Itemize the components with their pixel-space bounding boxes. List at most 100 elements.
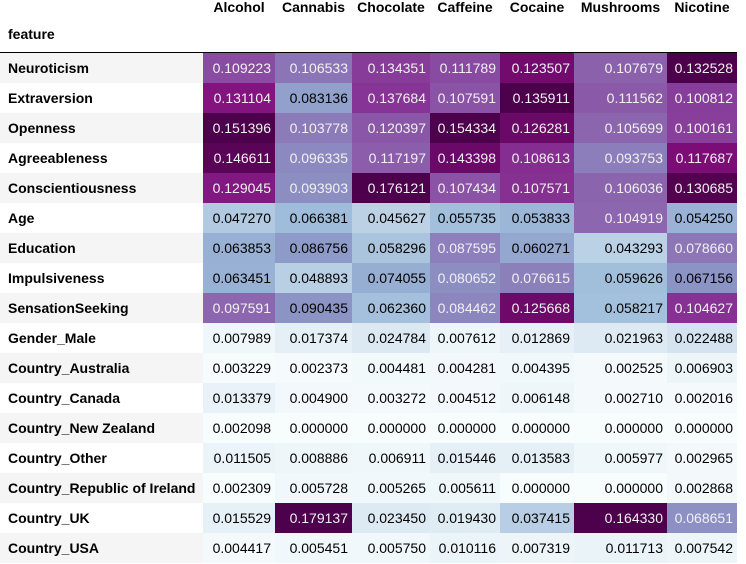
heatmap-cell: 0.111562 <box>574 83 667 113</box>
heatmap-cell: 0.013379 <box>203 383 275 413</box>
heatmap-cell: 0.100812 <box>667 83 737 113</box>
heatmap-cell: 0.106533 <box>275 52 352 83</box>
heatmap-cell: 0.106036 <box>574 173 667 203</box>
row-label: Country_Canada <box>0 383 203 413</box>
heatmap-cell: 0.093753 <box>574 143 667 173</box>
heatmap-cell: 0.087595 <box>430 233 500 263</box>
heatmap-cell: 0.123507 <box>500 52 574 83</box>
heatmap-cell: 0.000000 <box>500 473 574 503</box>
heatmap-cell: 0.090435 <box>275 293 352 323</box>
table-row: Age 0.047270 0.066381 0.045627 0.055735 0.053… <box>0 203 737 233</box>
heatmap-cell: 0.126281 <box>500 113 574 143</box>
table-row: Country_Republic of Ireland 0.002309 0.005… <box>0 473 737 503</box>
heatmap-cell: 0.151396 <box>203 113 275 143</box>
heatmap-cell: 0.005451 <box>275 533 352 563</box>
heatmap-cell: 0.067156 <box>667 263 737 293</box>
column-header-mushrooms: Mushrooms <box>580 0 661 15</box>
heatmap-cell: 0.003272 <box>352 383 430 413</box>
heatmap-cell: 0.005728 <box>275 473 352 503</box>
heatmap-cell: 0.086756 <box>275 233 352 263</box>
heatmap-cell: 0.004481 <box>352 353 430 383</box>
heatmap-cell: 0.063451 <box>203 263 275 293</box>
row-label: Openness <box>0 113 203 143</box>
table-row: Extraversion 0.131104 0.083136 0.137684 0.10… <box>0 83 737 113</box>
heatmap-cell: 0.105699 <box>574 113 667 143</box>
heatmap-cell: 0.007612 <box>430 323 500 353</box>
heatmap-cell: 0.019430 <box>430 503 500 533</box>
corner-cell <box>0 0 203 16</box>
table-row: Country_UK 0.015529 0.179137 0.023450 0.0194… <box>0 503 737 533</box>
heatmap-cell: 0.000000 <box>574 413 667 443</box>
heatmap-cell: 0.007319 <box>500 533 574 563</box>
heatmap-cell: 0.134351 <box>352 52 430 83</box>
heatmap-cell: 0.084462 <box>430 293 500 323</box>
heatmap-cell: 0.076615 <box>500 263 574 293</box>
heatmap-cell: 0.117687 <box>667 143 737 173</box>
table-row: Country_Australia 0.003229 0.002373 0.00448… <box>0 353 737 383</box>
heatmap-cell: 0.045627 <box>352 203 430 233</box>
heatmap-cell: 0.015446 <box>430 443 500 473</box>
heatmap-cell: 0.097591 <box>203 293 275 323</box>
heatmap-cell: 0.023450 <box>352 503 430 533</box>
heatmap-cell: 0.058296 <box>352 233 430 263</box>
table-row: Country_Canada 0.013379 0.004900 0.003272 0.… <box>0 383 737 413</box>
heatmap-cell: 0.093903 <box>275 173 352 203</box>
heatmap-cell: 0.002098 <box>203 413 275 443</box>
column-header-nicotine: Nicotine <box>674 0 730 15</box>
heatmap-cell: 0.137684 <box>352 83 430 113</box>
heatmap-cell: 0.012869 <box>500 323 574 353</box>
heatmap-cell: 0.080652 <box>430 263 500 293</box>
heatmap-cell: 0.060271 <box>500 233 574 263</box>
row-label: Country_New Zealand <box>0 413 203 443</box>
index-label: feature <box>0 16 203 53</box>
heatmap-cell: 0.000000 <box>500 413 574 443</box>
row-label: Agreeableness <box>0 143 203 173</box>
heatmap-cell: 0.043293 <box>574 233 667 263</box>
heatmap-cell: 0.000000 <box>430 413 500 443</box>
table-row: Agreeableness 0.146611 0.096335 0.117197 0.1… <box>0 143 737 173</box>
heatmap-cell: 0.131104 <box>203 83 275 113</box>
heatmap-cell: 0.015529 <box>203 503 275 533</box>
heatmap-cell: 0.037415 <box>500 503 574 533</box>
row-label: Gender_Male <box>0 323 203 353</box>
heatmap-cell: 0.103778 <box>275 113 352 143</box>
heatmap-cell: 0.006148 <box>500 383 574 413</box>
heatmap-cell: 0.005750 <box>352 533 430 563</box>
row-label: Education <box>0 233 203 263</box>
heatmap-cell: 0.021963 <box>574 323 667 353</box>
heatmap-cell: 0.135911 <box>500 83 574 113</box>
heatmap-cell: 0.107434 <box>430 173 500 203</box>
heatmap-cell: 0.083136 <box>275 83 352 113</box>
heatmap-cell: 0.008886 <box>275 443 352 473</box>
heatmap-cell: 0.004395 <box>500 353 574 383</box>
heatmap-cell: 0.179137 <box>275 503 352 533</box>
heatmap-cell: 0.130685 <box>667 173 737 203</box>
heatmap-cell: 0.017374 <box>275 323 352 353</box>
row-label: Neuroticism <box>0 52 203 83</box>
heatmap-cell: 0.005265 <box>352 473 430 503</box>
heatmap-cell: 0.002868 <box>667 473 737 503</box>
heatmap-cell: 0.002373 <box>275 353 352 383</box>
heatmap-cell: 0.111789 <box>430 52 500 83</box>
heatmap-cell: 0.120397 <box>352 113 430 143</box>
row-label: Age <box>0 203 203 233</box>
heatmap-cell: 0.047270 <box>203 203 275 233</box>
heatmap-cell: 0.005977 <box>574 443 667 473</box>
heatmap-cell: 0.132528 <box>667 52 737 83</box>
heatmap-cell: 0.005611 <box>430 473 500 503</box>
row-label: Country_Australia <box>0 353 203 383</box>
heatmap-cell: 0.006903 <box>667 353 737 383</box>
heatmap-cell: 0.068651 <box>667 503 737 533</box>
table-body: Neuroticism 0.109223 0.106533 0.134351 0.111… <box>0 52 737 563</box>
heatmap-cell: 0.053833 <box>500 203 574 233</box>
heatmap-cell: 0.054250 <box>667 203 737 233</box>
table-row: Openness 0.151396 0.103778 0.120397 0.154334… <box>0 113 737 143</box>
heatmap-cell: 0.002309 <box>203 473 275 503</box>
heatmap-cell: 0.004900 <box>275 383 352 413</box>
heatmap-cell: 0.066381 <box>275 203 352 233</box>
heatmap-cell: 0.000000 <box>352 413 430 443</box>
heatmap-cell: 0.006911 <box>352 443 430 473</box>
heatmap-cell: 0.000000 <box>667 413 737 443</box>
index-header-row: feature <box>0 16 737 53</box>
